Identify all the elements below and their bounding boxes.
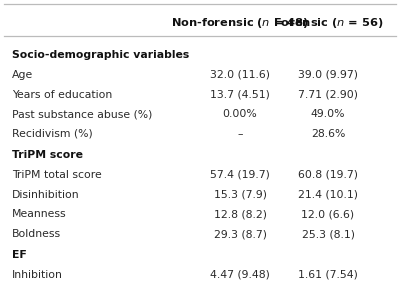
- Text: 60.8 (19.7): 60.8 (19.7): [298, 170, 358, 180]
- Text: EF: EF: [12, 250, 27, 260]
- Text: 28.6%: 28.6%: [311, 129, 345, 139]
- Text: –: –: [237, 129, 243, 139]
- Text: 29.3 (8.7): 29.3 (8.7): [214, 229, 266, 239]
- Text: 7.71 (2.90): 7.71 (2.90): [298, 90, 358, 99]
- Text: 12.8 (8.2): 12.8 (8.2): [214, 209, 266, 219]
- Text: 57.4 (19.7): 57.4 (19.7): [210, 170, 270, 180]
- Text: Boldness: Boldness: [12, 229, 61, 239]
- Text: 12.0 (6.6): 12.0 (6.6): [302, 209, 354, 219]
- Text: Socio-demographic variables: Socio-demographic variables: [12, 50, 189, 60]
- Text: TriPM total score: TriPM total score: [12, 170, 102, 180]
- Text: 13.7 (4.51): 13.7 (4.51): [210, 90, 270, 99]
- Text: 4.47 (9.48): 4.47 (9.48): [210, 270, 270, 280]
- Text: 49.0%: 49.0%: [311, 109, 345, 119]
- Text: 21.4 (10.1): 21.4 (10.1): [298, 190, 358, 200]
- Text: 1.61 (7.54): 1.61 (7.54): [298, 270, 358, 280]
- Text: Non-forensic ($n$ = 48): Non-forensic ($n$ = 48): [171, 16, 309, 30]
- Text: Recidivism (%): Recidivism (%): [12, 129, 93, 139]
- Text: Forensic ($n$ = 56): Forensic ($n$ = 56): [273, 16, 383, 30]
- Text: Past substance abuse (%): Past substance abuse (%): [12, 109, 152, 119]
- Text: 39.0 (9.97): 39.0 (9.97): [298, 70, 358, 80]
- Text: Age: Age: [12, 70, 33, 80]
- Text: Disinhibition: Disinhibition: [12, 190, 80, 200]
- Text: 32.0 (11.6): 32.0 (11.6): [210, 70, 270, 80]
- Text: Inhibition: Inhibition: [12, 270, 63, 280]
- Text: TriPM score: TriPM score: [12, 150, 83, 160]
- Text: 25.3 (8.1): 25.3 (8.1): [302, 229, 354, 239]
- Text: Meanness: Meanness: [12, 209, 67, 219]
- Text: 15.3 (7.9): 15.3 (7.9): [214, 190, 266, 200]
- Text: 0.00%: 0.00%: [223, 109, 257, 119]
- Text: Years of education: Years of education: [12, 90, 112, 99]
